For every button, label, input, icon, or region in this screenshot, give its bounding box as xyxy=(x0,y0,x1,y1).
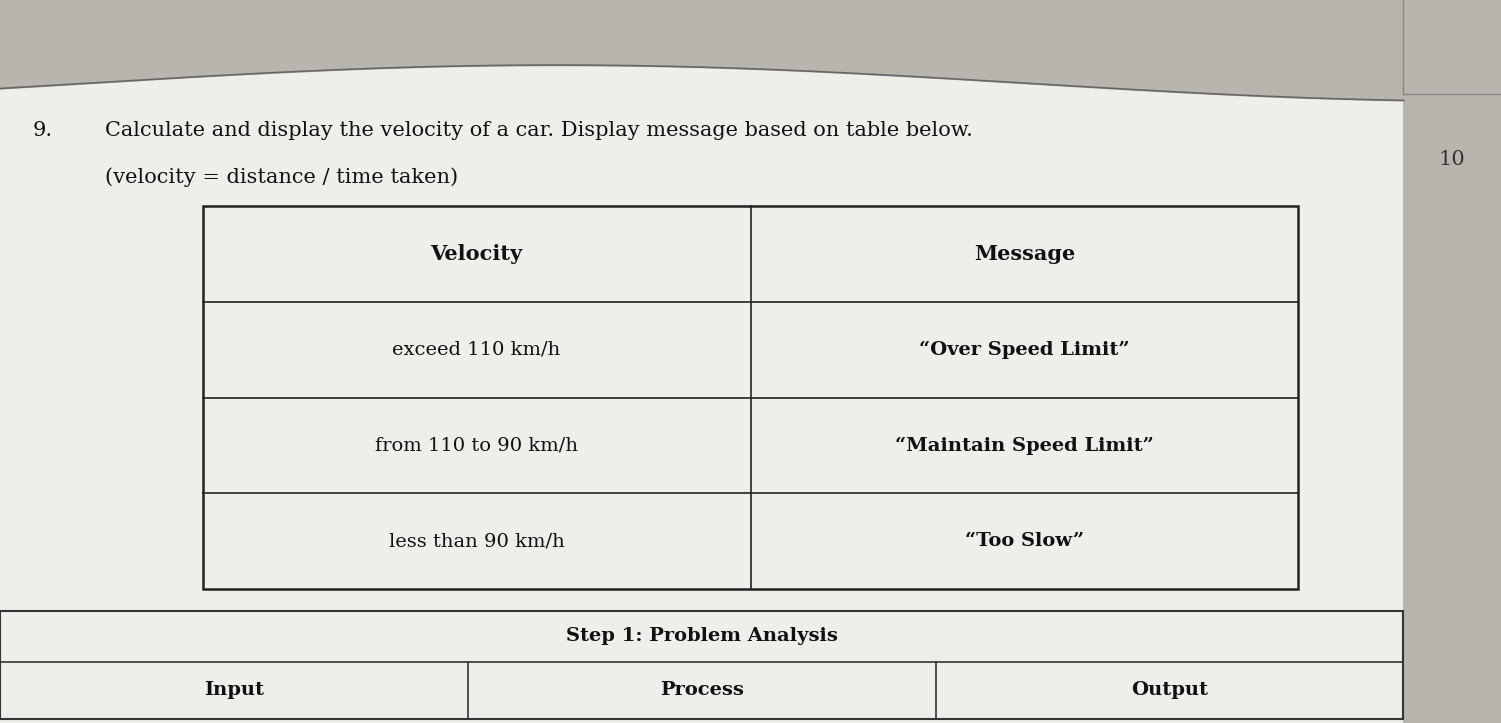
Text: Process: Process xyxy=(660,682,743,699)
Text: less than 90 km/h: less than 90 km/h xyxy=(389,532,564,550)
Text: Output: Output xyxy=(1132,682,1208,699)
Bar xyxy=(0,611,1403,719)
Text: from 110 to 90 km/h: from 110 to 90 km/h xyxy=(375,437,578,455)
Text: Message: Message xyxy=(974,244,1075,264)
Text: Input: Input xyxy=(204,682,264,699)
Text: Velocity: Velocity xyxy=(431,244,522,264)
Text: “Too Slow”: “Too Slow” xyxy=(965,532,1084,550)
Text: 9.: 9. xyxy=(33,121,53,140)
Text: Calculate and display the velocity of a car. Display message based on table belo: Calculate and display the velocity of a … xyxy=(105,121,973,140)
Bar xyxy=(203,206,1298,589)
Text: “Over Speed Limit”: “Over Speed Limit” xyxy=(919,341,1130,359)
Text: “Maintain Speed Limit”: “Maintain Speed Limit” xyxy=(895,437,1154,455)
Text: exceed 110 km/h: exceed 110 km/h xyxy=(392,341,561,359)
Bar xyxy=(1403,0,1501,94)
Text: Step 1: Problem Analysis: Step 1: Problem Analysis xyxy=(566,628,838,645)
Bar xyxy=(1403,0,1501,723)
Text: 10: 10 xyxy=(1439,150,1465,168)
Text: (velocity = distance / time taken): (velocity = distance / time taken) xyxy=(105,167,458,187)
